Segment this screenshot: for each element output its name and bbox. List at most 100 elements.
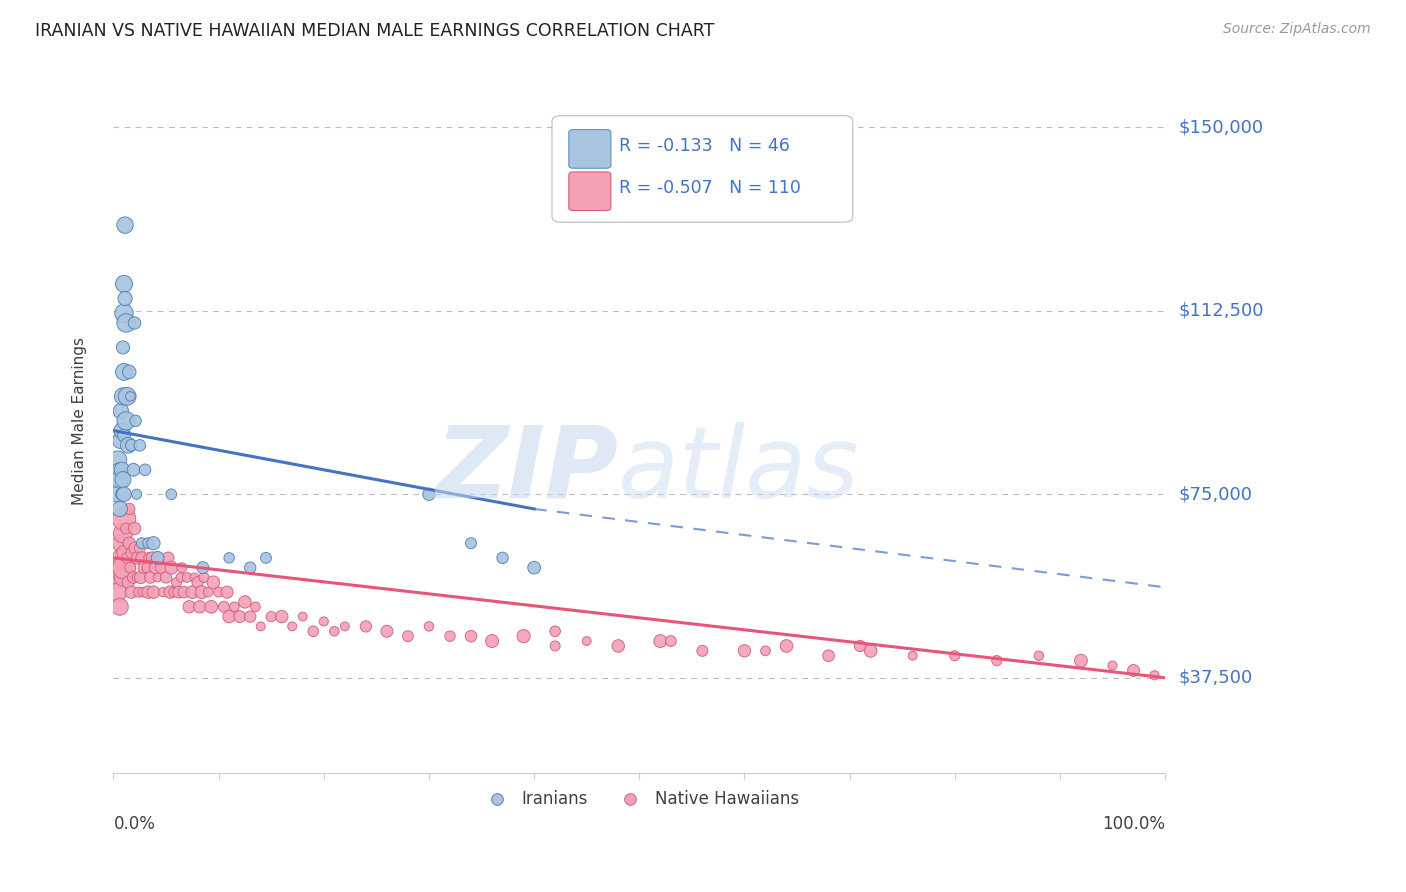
Text: $75,000: $75,000 (1180, 485, 1253, 503)
Point (986, 654, 1008, 668)
Point (111, 487, 134, 501)
Point (323, 624, 346, 639)
Point (129, 570, 152, 584)
Point (224, 599, 246, 614)
Text: ZIP: ZIP (436, 422, 619, 518)
Point (120, 585, 142, 599)
Point (160, 487, 183, 501)
Point (121, 546, 143, 560)
Point (179, 599, 201, 614)
Point (544, 624, 567, 639)
Point (115, 414, 138, 428)
Point (118, 502, 141, 516)
Point (173, 585, 195, 599)
Point (183, 570, 205, 584)
Text: 100.0%: 100.0% (1102, 815, 1166, 833)
Point (512, 629, 534, 643)
Point (460, 536, 482, 550)
Point (111, 473, 134, 487)
Point (157, 550, 180, 565)
Point (152, 585, 174, 599)
Point (333, 619, 356, 633)
Point (122, 463, 145, 477)
Point (132, 560, 155, 574)
Point (155, 570, 177, 584)
FancyBboxPatch shape (569, 172, 610, 211)
Point (145, 560, 167, 574)
Text: Source: ZipAtlas.com: Source: ZipAtlas.com (1223, 22, 1371, 37)
Point (460, 629, 482, 643)
Point (139, 570, 162, 584)
Point (149, 560, 172, 574)
Point (115, 550, 138, 565)
Point (122, 570, 145, 584)
Point (142, 536, 165, 550)
Point (128, 541, 150, 555)
FancyBboxPatch shape (569, 129, 610, 169)
Point (375, 624, 398, 639)
Point (208, 585, 231, 599)
Point (131, 536, 153, 550)
Point (817, 648, 839, 663)
Point (943, 648, 966, 663)
Point (105, 570, 128, 584)
Point (115, 316, 138, 330)
Point (108, 502, 131, 516)
Point (112, 512, 135, 526)
Point (239, 609, 262, 624)
Point (112, 487, 135, 501)
Point (124, 522, 146, 536)
Point (110, 404, 132, 418)
Point (197, 585, 219, 599)
Point (111, 424, 134, 438)
Point (523, 560, 546, 574)
Point (544, 639, 567, 653)
Point (575, 634, 598, 648)
Point (170, 570, 193, 584)
Point (215, 585, 238, 599)
Text: $37,500: $37,500 (1180, 669, 1253, 687)
Point (132, 585, 155, 599)
Point (138, 550, 160, 565)
Point (291, 609, 314, 624)
Point (125, 570, 148, 584)
Point (1101, 658, 1123, 673)
Point (181, 585, 204, 599)
Point (1122, 664, 1144, 678)
Point (134, 536, 156, 550)
Point (239, 560, 262, 574)
Point (112, 428, 135, 442)
Point (249, 619, 271, 633)
Point (111, 463, 134, 477)
Point (218, 550, 240, 565)
Point (111, 341, 134, 355)
Point (270, 609, 292, 624)
Point (125, 487, 148, 501)
Text: R = -0.133   N = 46: R = -0.133 N = 46 (619, 137, 790, 155)
Point (245, 599, 267, 614)
Point (233, 595, 256, 609)
Point (481, 634, 503, 648)
Point (134, 463, 156, 477)
Point (312, 615, 335, 629)
Point (901, 648, 924, 663)
Point (105, 487, 128, 501)
Point (418, 619, 440, 633)
Text: Median Male Earnings: Median Male Earnings (72, 337, 87, 505)
Point (128, 438, 150, 452)
Point (120, 560, 142, 574)
Point (124, 414, 146, 428)
Point (1143, 668, 1166, 682)
Point (107, 560, 129, 574)
Point (659, 634, 682, 648)
Point (118, 536, 141, 550)
Point (146, 570, 169, 584)
Point (110, 536, 132, 550)
Point (607, 639, 630, 653)
Point (112, 365, 135, 379)
Point (107, 585, 129, 599)
Point (692, 644, 714, 658)
Point (176, 570, 198, 584)
Point (131, 550, 153, 565)
Point (254, 550, 277, 565)
